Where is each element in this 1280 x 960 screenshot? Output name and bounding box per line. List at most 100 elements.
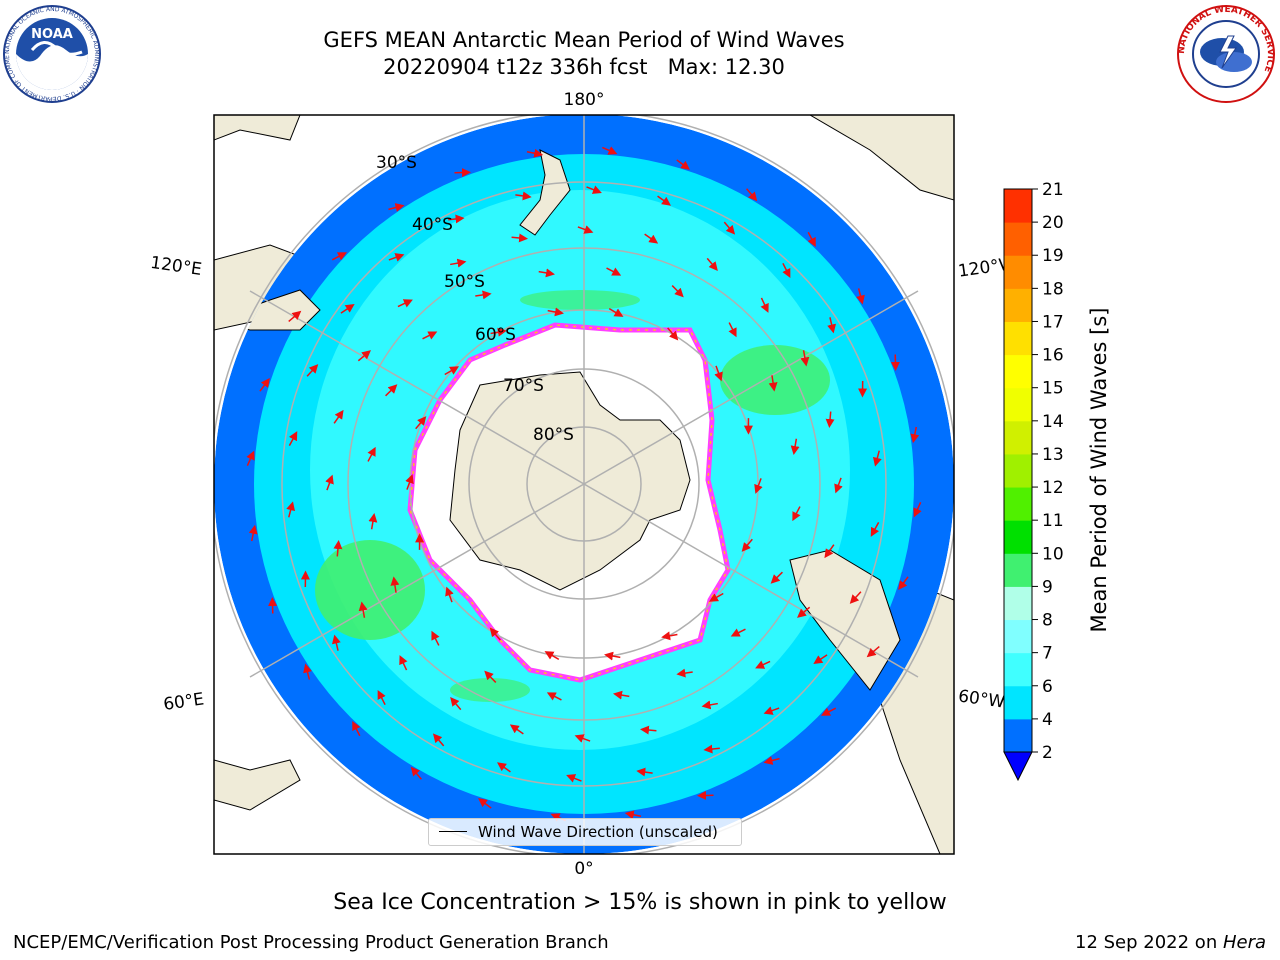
sea-ice-note: Sea Ice Concentration > 15% is shown in … — [333, 890, 947, 915]
colorbar-segment — [1004, 553, 1032, 587]
green-patch-south — [450, 678, 530, 702]
wind-wave-arrow — [602, 146, 618, 155]
colorbar-tick-label: 19 — [1042, 246, 1064, 266]
wind-wave-arrow — [415, 416, 427, 430]
colorbar-tick-label: 12 — [1042, 478, 1064, 498]
lon-label-120e: 120°E — [149, 253, 203, 280]
wind-wave-arrow — [741, 538, 753, 552]
colorbar-tick-label: 4 — [1042, 710, 1053, 730]
chart-title: GEFS MEAN Antarctic Mean Period of Wind … — [323, 28, 845, 52]
colorbar-tick-label: 11 — [1042, 511, 1064, 531]
green-patch-north — [520, 290, 640, 310]
colorbar-tick-label: 8 — [1042, 611, 1053, 631]
colorbar-frame — [1003, 188, 1033, 753]
wind-wave-arrow — [325, 474, 334, 491]
wind-wave-arrow — [574, 734, 591, 743]
colorbar-tick-label: 2 — [1042, 743, 1053, 763]
wind-wave-arrow — [306, 364, 319, 377]
wind-wave-arrow — [608, 308, 624, 317]
wind-wave-arrow — [450, 697, 462, 711]
colorbar: 2 4 6 7 8 9 10 11 12 13 14 15 16 17 18 19 20 21 — [1003, 180, 1064, 782]
wind-wave-arrow — [708, 592, 724, 602]
colorbar-segment — [1004, 189, 1032, 223]
colorbar-tick-label: 6 — [1042, 677, 1053, 697]
wind-wave-arrow — [432, 733, 445, 747]
wind-wave-arrow — [667, 327, 679, 341]
lat-label-70s: 70°S — [503, 376, 544, 396]
colorbar-tick-label: 13 — [1042, 445, 1064, 465]
lat-label-50s: 50°S — [444, 272, 485, 292]
wind-wave-arrow — [706, 257, 718, 271]
wind-wave-arrow — [444, 366, 460, 376]
wind-wave-arrow — [866, 646, 880, 658]
wind-wave-arrow — [639, 725, 657, 735]
wind-wave-arrow — [701, 700, 718, 710]
colorbar-segment — [1004, 619, 1032, 654]
wind-wave-arrow — [431, 630, 440, 646]
colorbar-segment — [1004, 652, 1032, 687]
wind-wave-arrow — [671, 285, 684, 298]
colorbar-segment — [1004, 288, 1032, 322]
wind-wave-arrow — [377, 689, 386, 706]
wind-wave-arrow — [821, 707, 837, 716]
noaa-logo: NATIONAL OCEANIC AND ATMOSPHERIC ADMINIS… — [2, 4, 101, 103]
wind-wave-arrow — [385, 384, 398, 397]
date-text: 12 Sep 2022 on — [1075, 932, 1223, 953]
lon-label-60w: 60°W — [957, 686, 1006, 712]
wind-wave-arrow — [410, 766, 422, 780]
wind-wave-arrow — [566, 774, 582, 783]
wind-wave-arrow — [792, 506, 801, 522]
lon-label-60e: 60°E — [162, 689, 205, 714]
antarctica — [449, 371, 691, 591]
wind-wave-arrow — [825, 411, 835, 429]
colorbar-tick-label: 7 — [1042, 644, 1053, 664]
chart-subtitle: 20220904 t12z 336h fcst Max: 12.30 — [383, 55, 785, 79]
wind-wave-arrow — [368, 513, 378, 530]
wind-wave-arrow — [390, 576, 400, 593]
wind-wave-arrow — [526, 148, 544, 158]
colorbar-segment — [1004, 718, 1032, 753]
nws-logo: NATIONAL WEATHER SERVICE — [1177, 5, 1275, 103]
colorbar-label: Mean Period of Wind Waves [s] — [1087, 308, 1111, 633]
wind-wave-arrow — [807, 231, 816, 247]
wind-wave-arrow — [544, 651, 560, 660]
colorbar-tick-label: 17 — [1042, 312, 1064, 332]
wind-wave-arrow — [797, 606, 811, 618]
colorbar-tick-label: 14 — [1042, 412, 1064, 432]
wind-wave-arrow — [515, 191, 532, 201]
wind-wave-arrow — [331, 634, 341, 651]
wind-wave-arrow — [849, 591, 862, 604]
wind-wave-arrow — [448, 214, 465, 224]
wind-wave-arrow — [703, 744, 720, 754]
wind-wave-arrow — [824, 544, 835, 559]
colorbar-segment — [1004, 321, 1032, 356]
wind-wave-arrow — [586, 185, 602, 194]
wind-wave-arrow — [910, 426, 920, 444]
new-zealand — [519, 149, 571, 236]
wind-wave-arrow — [644, 233, 659, 244]
wind-wave-arrow — [768, 375, 778, 392]
wind-wave-arrow — [340, 303, 355, 314]
legend-label: Wind Wave Direction (unscaled) — [478, 823, 718, 841]
wind-wave-arrow — [367, 446, 376, 462]
wind-wave-arrow — [913, 502, 922, 518]
lat-label-80s: 80°S — [533, 425, 574, 445]
wind-wave-arrow — [259, 378, 270, 392]
wind-wave-arrow — [246, 450, 255, 466]
svg-text:NOAA: NOAA — [31, 27, 73, 42]
wind-wave-arrow — [746, 188, 758, 202]
colorbar-under-triangle — [1003, 751, 1033, 782]
colorbar-segment — [1004, 420, 1032, 455]
wind-wave-arrow — [834, 477, 843, 494]
wind-wave-arrow — [547, 307, 564, 317]
wind-wave-arrow — [388, 253, 405, 262]
host-name: Hera — [1222, 932, 1266, 953]
wind-wave-arrow — [397, 299, 413, 308]
legend: Wind Wave Direction (unscaled) — [428, 818, 742, 846]
colorbar-segment — [1004, 520, 1032, 554]
colorbar-segment — [1004, 387, 1032, 422]
wind-wave-arrow — [870, 521, 880, 537]
legend-line-swatch — [439, 831, 467, 832]
wind-wave-arrow — [613, 690, 630, 700]
wind-wave-arrow — [478, 798, 492, 809]
